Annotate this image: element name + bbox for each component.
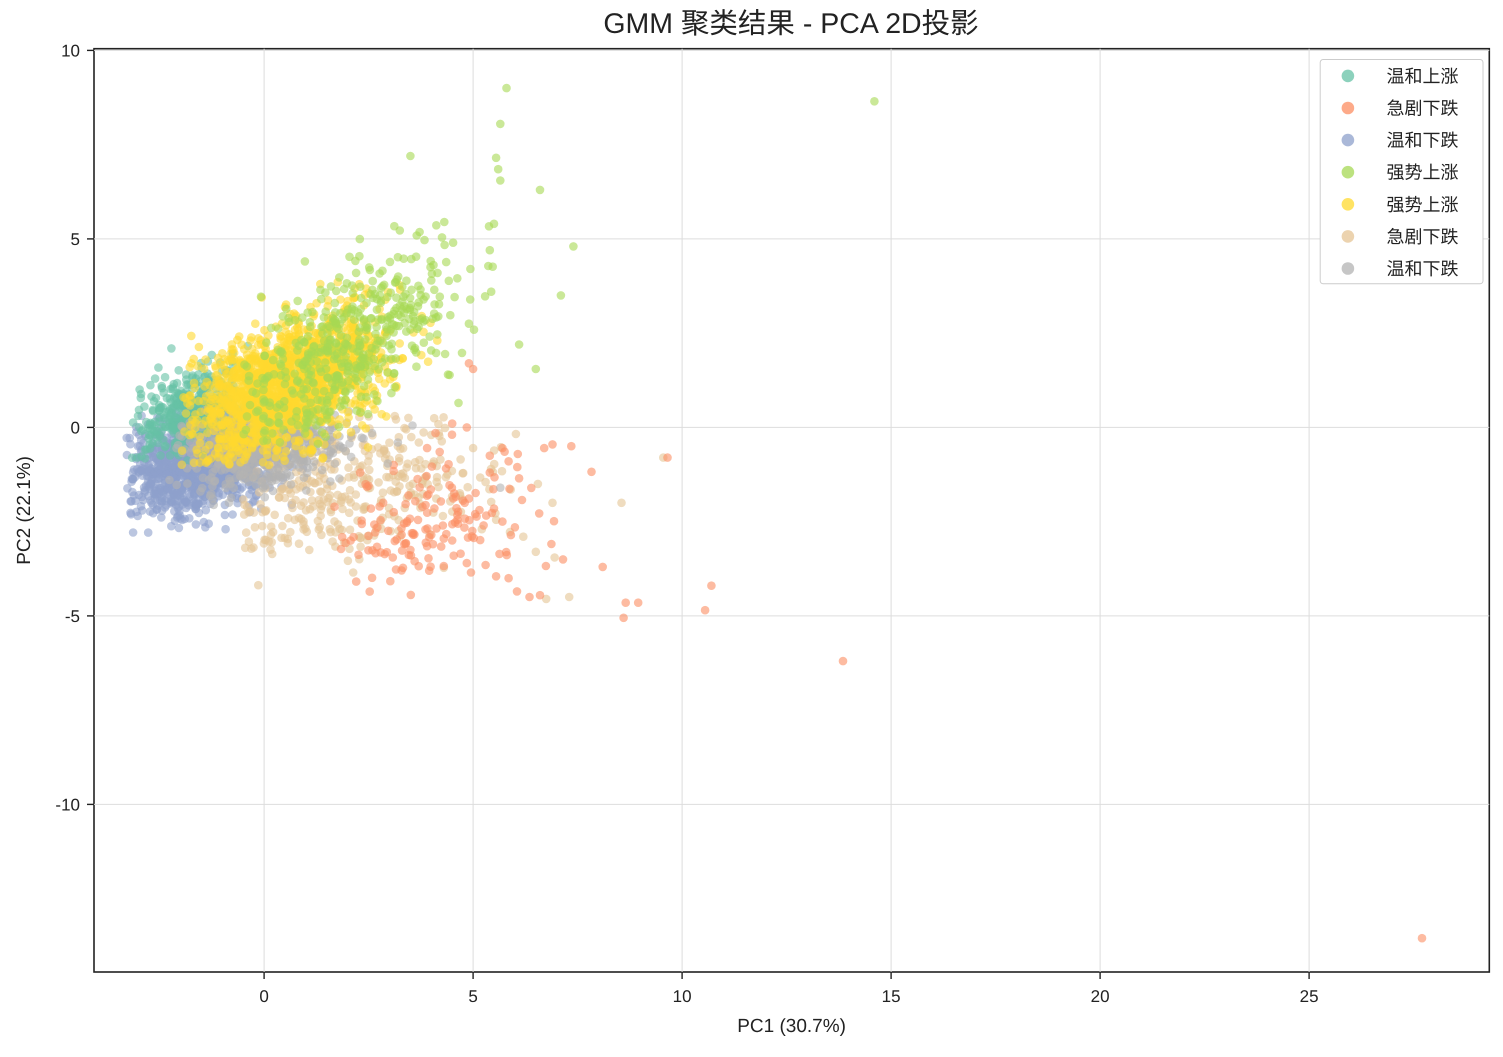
svg-text:5: 5 [468,987,477,1006]
svg-text:0: 0 [259,987,268,1006]
svg-text:温和上涨: 温和上涨 [1387,66,1459,86]
svg-text:强势上涨: 强势上涨 [1387,195,1459,215]
svg-text:-5: -5 [65,607,80,626]
svg-text:10: 10 [61,41,80,60]
svg-text:20: 20 [1091,987,1110,1006]
svg-text:急剧下跌: 急剧下跌 [1387,99,1459,119]
svg-text:温和下跌: 温和下跌 [1387,131,1459,151]
svg-text:5: 5 [71,230,80,249]
svg-text:急剧下跌: 急剧下跌 [1387,227,1459,247]
svg-text:15: 15 [882,987,901,1006]
svg-text:10: 10 [673,987,692,1006]
svg-text:PC1 (30.7%): PC1 (30.7%) [737,1016,846,1037]
svg-text:PC2 (22.1%): PC2 (22.1%) [14,456,35,565]
svg-text:0: 0 [71,418,80,437]
svg-text:强势上涨: 强势上涨 [1387,163,1459,183]
svg-text:GMM 聚类结果 - PCA 2D投影: GMM 聚类结果 - PCA 2D投影 [603,8,978,40]
svg-text:25: 25 [1300,987,1319,1006]
svg-text:温和下跌: 温和下跌 [1387,259,1459,279]
svg-text:-10: -10 [55,795,80,814]
